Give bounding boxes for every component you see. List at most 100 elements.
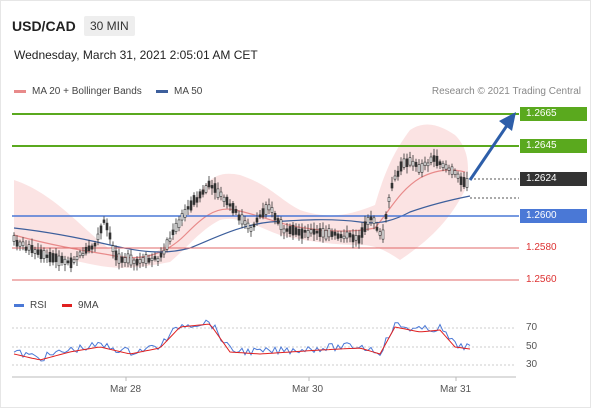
candle-body [432,155,436,162]
candle-body [225,196,229,206]
candle-body [369,216,373,221]
ma50-swatch [156,90,168,93]
candle-body [186,206,190,210]
candle-body [210,185,214,189]
candle-body [303,229,307,233]
chart-date: Wednesday, March 31, 2021 2:05:01 AM CET [14,48,258,62]
candle-body [357,235,361,244]
candle-body [51,253,55,263]
candle-body [219,191,223,197]
ma20-label: MA 20 + Bollinger Bands [32,86,142,97]
candle-body [60,255,64,263]
candle-body [177,219,181,228]
candle-body [393,175,397,180]
candle-body [75,256,79,260]
level-label-s2: 1.2580 [526,242,557,253]
candle-body [255,217,259,223]
candle-body [78,251,82,257]
candle-body [42,250,46,259]
candle-body [237,214,241,221]
candle-body [387,197,391,202]
legend-rsi: RSI [14,300,47,311]
candle-body [246,222,250,230]
legend-ma20: MA 20 + Bollinger Bands [14,86,142,97]
candle-body [123,257,127,263]
candle-body [204,185,208,193]
candle-body [423,161,427,166]
candle-body [348,232,352,238]
candle-body [36,249,40,255]
9ma-label: 9MA [78,300,99,311]
candle-body [231,203,235,214]
candle-body [195,197,199,203]
candle-body [63,258,67,265]
candle-body [306,230,310,238]
candle-body [459,176,463,185]
candle-body [153,256,157,260]
candle-body [135,258,139,266]
candle-body [342,235,346,240]
candle-body [192,195,196,205]
candle-body [12,235,16,242]
candle-body [48,251,52,263]
rsi-tick-70: 70 [526,322,538,333]
candle-body [327,228,331,238]
candle-body [138,258,142,264]
ma20-line [13,169,466,259]
candle-body [189,200,193,211]
candle-body [324,230,328,240]
candle-body [291,224,295,236]
candle-body [102,219,106,223]
candle-body [462,177,466,188]
candle-body [273,212,277,221]
candle-body [429,156,433,163]
rsi-tick-50: 50 [526,341,538,352]
candle-body [279,219,283,230]
candle-body [180,213,184,221]
candle-body [57,255,61,267]
bollinger-band [14,124,468,268]
candle-body [159,252,163,258]
candle-body [264,204,268,215]
candle-body [120,256,124,263]
x-label-mar30: Mar 30 [292,384,324,395]
forecast-arrowhead [499,112,516,131]
rsi-line [13,319,471,362]
candle-body [162,249,166,255]
candle-body [222,196,226,202]
candle-body [93,242,97,247]
x-label-mar28: Mar 28 [110,384,142,395]
candle-body [288,226,292,234]
candle-body [354,235,358,241]
timeframe-badge[interactable]: 30 MIN [84,16,135,36]
9ma-swatch [62,304,72,307]
candle-body [54,253,58,263]
rsi-9ma-line [13,323,471,361]
legend-9ma: 9MA [62,300,99,311]
candle-body [84,246,88,254]
candle-body [27,244,31,251]
candle-body [261,208,265,218]
forecast-arrow [468,123,510,181]
candle-body [216,188,220,198]
candle-body [414,161,418,167]
candle-body [390,182,394,189]
candle-body [126,253,130,264]
level-label-s3: 1.2560 [526,274,557,285]
candle-body [243,220,247,226]
candle-body [15,239,19,247]
candle-body [18,241,22,247]
candle-body [45,254,49,258]
candle-body [30,245,34,254]
candle-body [147,257,151,263]
candle-body [234,209,238,213]
candle-body [447,167,451,171]
candle-body [417,164,421,173]
candle-body [336,233,340,239]
candle-body [72,259,76,263]
candle-body [339,234,343,239]
candle-body [156,257,160,262]
candle-body [171,229,175,236]
candle-body [111,245,115,253]
candle-body [117,253,121,264]
